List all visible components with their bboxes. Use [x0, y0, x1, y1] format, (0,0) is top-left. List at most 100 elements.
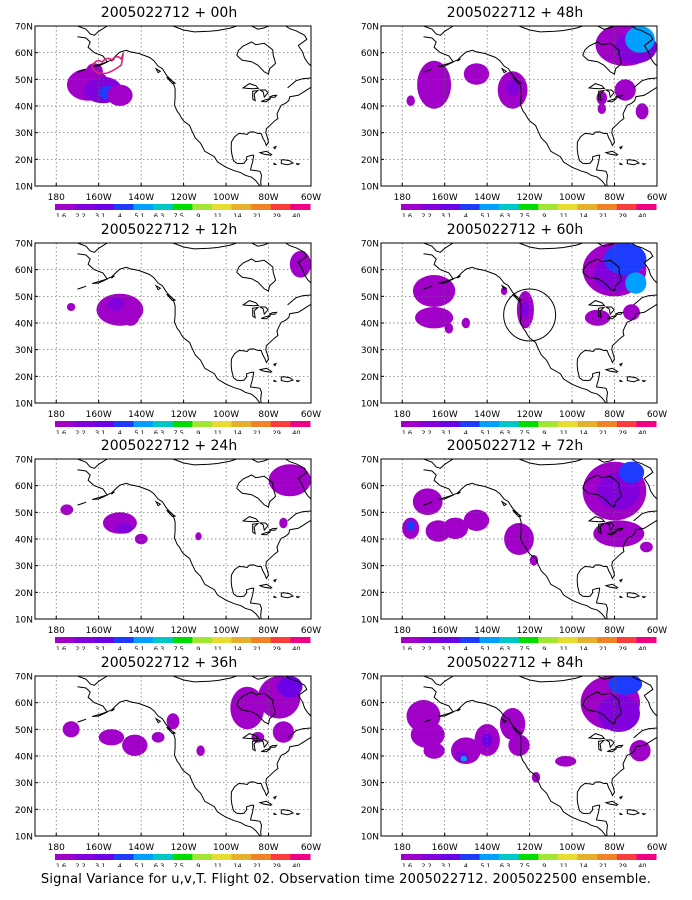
- colorbar-label: 6.3: [154, 429, 164, 434]
- colorbar-label: 11: [214, 862, 222, 867]
- lon-tick-label: 180: [48, 193, 65, 203]
- lon-tick-label: 140W: [474, 193, 500, 203]
- lon-tick-label: 140W: [474, 626, 500, 636]
- colorbar-swatch: [113, 421, 134, 427]
- variance-shading: [444, 323, 454, 334]
- lon-tick-label: 160W: [432, 193, 458, 203]
- lon-tick-label: 160W: [86, 626, 112, 636]
- lat-tick-label: 10N: [15, 616, 33, 626]
- colorbar-label: 7.5: [520, 212, 530, 217]
- lon-tick-label: 80W: [604, 626, 624, 636]
- lon-tick-label: 120W: [171, 193, 197, 203]
- lat-tick-label: 40N: [361, 536, 379, 546]
- colorbar-swatch: [616, 204, 637, 210]
- variance-shading: [122, 734, 148, 756]
- colorbar-swatch: [172, 421, 193, 427]
- colorbar-label: 4: [464, 212, 468, 217]
- colorbar-swatch: [518, 637, 539, 643]
- lat-tick-label: 20N: [15, 373, 33, 383]
- map-plot: 10N 20N 30N 40N 50N 60N 70N 180 160W 140W 120W 100W…: [361, 456, 667, 651]
- colorbar-label: 5.1: [134, 862, 144, 867]
- variance-shading: [230, 686, 265, 730]
- colorbar-label: 6.3: [154, 212, 164, 217]
- lat-tick-label: 50N: [15, 509, 33, 519]
- colorbar-swatch: [557, 421, 578, 427]
- colorbar-label: 7.5: [520, 862, 530, 867]
- colorbar-label: 1.6: [402, 212, 412, 217]
- colorbar-label: 40: [292, 429, 300, 434]
- colorbar-swatch: [597, 204, 618, 210]
- colorbar-swatch: [401, 421, 422, 427]
- variance-shading: [122, 309, 139, 326]
- colorbar-label: 2.2: [421, 862, 431, 867]
- lon-tick-label: 120W: [171, 626, 197, 636]
- colorbar-label: 29: [619, 429, 627, 434]
- colorbar-label: 3.1: [95, 645, 105, 650]
- colorbar-swatch: [401, 854, 422, 860]
- variance-shading: [597, 694, 640, 732]
- variance-shading: [608, 676, 643, 695]
- colorbar-label: 9: [196, 645, 200, 650]
- colorbar-swatch: [251, 421, 272, 427]
- variance-shading: [195, 532, 202, 541]
- colorbar-label: 5.1: [480, 212, 490, 217]
- colorbar-label: 7.5: [174, 212, 184, 217]
- colorbar-label: 2.2: [421, 212, 431, 217]
- colorbar-swatch: [94, 204, 115, 210]
- colorbar-label: 9: [542, 212, 546, 217]
- variance-shading: [115, 523, 133, 534]
- colorbar-label: 9: [196, 212, 200, 217]
- colorbar-swatch: [636, 854, 657, 860]
- colorbar-label: 1.6: [56, 645, 66, 650]
- colorbar-label: 14: [579, 212, 587, 217]
- colorbar-label: 1.6: [56, 862, 66, 867]
- lat-tick-label: 40N: [361, 103, 379, 113]
- colorbar-swatch: [518, 854, 539, 860]
- colorbar-label: 1.6: [402, 862, 412, 867]
- colorbar-label: 5.1: [480, 862, 490, 867]
- colorbar-swatch: [597, 421, 618, 427]
- colorbar-swatch: [55, 421, 76, 427]
- lon-tick-label: 100W: [559, 410, 585, 420]
- colorbar-label: 4: [464, 862, 468, 867]
- colorbar-swatch: [231, 421, 252, 427]
- colorbar-swatch: [133, 637, 154, 643]
- colorbar-label: 6.3: [500, 212, 510, 217]
- lon-tick-label: 160W: [86, 193, 112, 203]
- colorbar-label: 11: [560, 645, 568, 650]
- lon-tick-label: 80W: [258, 843, 278, 853]
- lat-tick-label: 20N: [361, 373, 379, 383]
- variance-shading: [625, 272, 647, 294]
- variance-shading: [529, 555, 539, 566]
- colorbar-label: 9: [542, 862, 546, 867]
- colorbar-label: 7.5: [520, 645, 530, 650]
- lat-tick-label: 50N: [361, 293, 379, 303]
- lon-tick-label: 100W: [213, 843, 239, 853]
- colorbar-swatch: [211, 637, 232, 643]
- colorbar-label: 40: [638, 429, 646, 434]
- lon-tick-label: 100W: [213, 193, 239, 203]
- colorbar-label: 7.5: [174, 429, 184, 434]
- lon-tick-label: 120W: [517, 626, 543, 636]
- colorbar-label: 2.2: [421, 429, 431, 434]
- lat-tick-label: 40N: [361, 753, 379, 763]
- variance-shading: [268, 464, 311, 497]
- colorbar-label: 2.2: [421, 645, 431, 650]
- variance-shading: [279, 517, 288, 529]
- colorbar-label: 29: [619, 862, 627, 867]
- panel-title: 2005022712 + 48h: [446, 5, 584, 21]
- colorbar-swatch: [94, 421, 115, 427]
- lat-tick-label: 70N: [15, 240, 33, 250]
- variance-shading: [463, 509, 490, 531]
- colorbar-label: 29: [619, 645, 627, 650]
- colorbar-label: 7.5: [520, 429, 530, 434]
- lon-tick-label: 140W: [128, 193, 154, 203]
- colorbar-label: 21: [253, 429, 261, 434]
- colorbar-label: 9: [542, 429, 546, 434]
- variance-shading: [98, 729, 125, 746]
- variance-shading: [506, 79, 519, 96]
- colorbar-label: 4: [118, 645, 122, 650]
- panel-title: 2005022712 + 12h: [100, 222, 238, 238]
- lat-tick-label: 70N: [361, 23, 379, 33]
- colorbar-swatch: [440, 637, 461, 643]
